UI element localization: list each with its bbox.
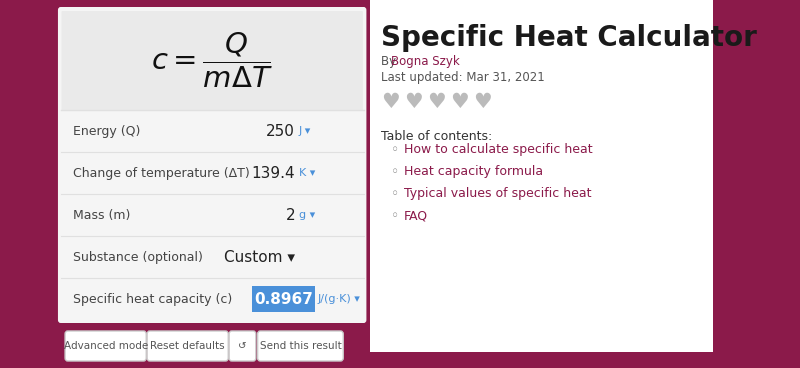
Text: Custom ▾: Custom ▾	[224, 250, 295, 265]
Text: J/(g·K) ▾: J/(g·K) ▾	[318, 294, 360, 304]
Text: ♥: ♥	[450, 92, 469, 112]
FancyBboxPatch shape	[65, 331, 146, 361]
Text: K ▾: K ▾	[298, 168, 315, 178]
Text: ♥: ♥	[474, 92, 492, 112]
Text: ↺: ↺	[238, 341, 247, 351]
Text: 2: 2	[286, 208, 295, 223]
Text: 250: 250	[266, 124, 295, 138]
FancyBboxPatch shape	[58, 7, 366, 323]
Text: Specific Heat Calculator: Specific Heat Calculator	[381, 24, 757, 52]
Text: Bogna Szyk: Bogna Szyk	[391, 56, 460, 68]
Text: ◦: ◦	[391, 165, 399, 179]
Text: Last updated: Mar 31, 2021: Last updated: Mar 31, 2021	[381, 71, 545, 85]
Text: Advanced mode: Advanced mode	[63, 341, 148, 351]
Text: FAQ: FAQ	[404, 209, 428, 223]
Text: Substance (optional): Substance (optional)	[73, 251, 203, 263]
Text: ◦: ◦	[391, 209, 399, 223]
Text: 0.8967: 0.8967	[254, 291, 313, 307]
Text: Heat capacity formula: Heat capacity formula	[404, 166, 543, 178]
FancyBboxPatch shape	[370, 0, 714, 368]
FancyBboxPatch shape	[370, 352, 714, 368]
FancyBboxPatch shape	[147, 331, 228, 361]
Text: By: By	[381, 56, 399, 68]
Text: Reset defaults: Reset defaults	[150, 341, 225, 351]
Text: ♥: ♥	[381, 92, 399, 112]
Text: Change of temperature (ΔT): Change of temperature (ΔT)	[73, 166, 250, 180]
Text: 139.4: 139.4	[251, 166, 295, 180]
FancyBboxPatch shape	[252, 286, 314, 312]
Text: g ▾: g ▾	[298, 210, 315, 220]
FancyBboxPatch shape	[62, 11, 363, 111]
Text: Send this result: Send this result	[259, 341, 342, 351]
Text: Mass (m): Mass (m)	[73, 209, 130, 222]
Text: Specific heat capacity (c): Specific heat capacity (c)	[73, 293, 232, 305]
Text: J ▾: J ▾	[298, 126, 311, 136]
Text: ◦: ◦	[391, 187, 399, 201]
FancyBboxPatch shape	[258, 331, 343, 361]
FancyBboxPatch shape	[229, 331, 256, 361]
Text: Typical values of specific heat: Typical values of specific heat	[404, 188, 591, 201]
Text: Energy (Q): Energy (Q)	[73, 124, 141, 138]
Text: $c = \dfrac{Q}{m\Delta T}$: $c = \dfrac{Q}{m\Delta T}$	[151, 31, 273, 89]
Text: How to calculate specific heat: How to calculate specific heat	[404, 144, 593, 156]
Text: Table of contents:: Table of contents:	[381, 130, 492, 143]
Text: ♥: ♥	[427, 92, 446, 112]
Text: ◦: ◦	[391, 143, 399, 157]
Text: ♥: ♥	[404, 92, 422, 112]
